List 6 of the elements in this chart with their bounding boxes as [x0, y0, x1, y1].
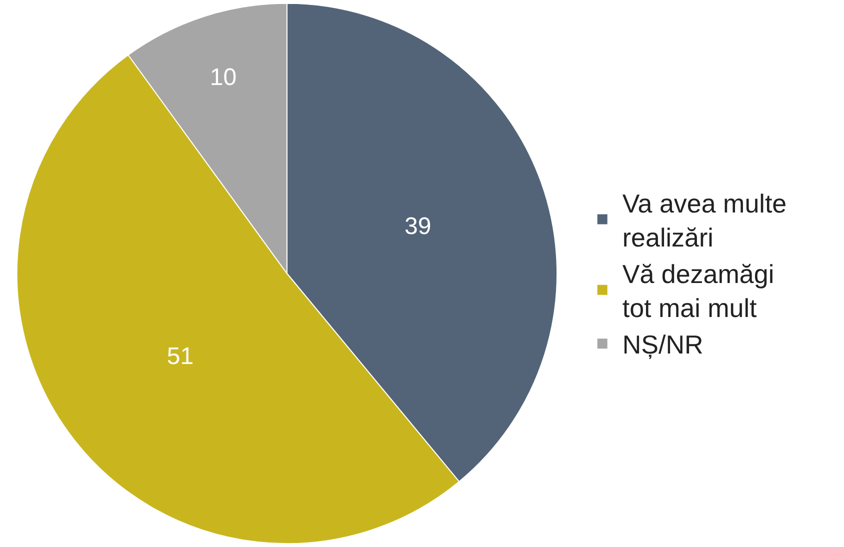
- data-label: 10: [210, 64, 237, 91]
- legend-label: NȘ/NR: [622, 330, 704, 360]
- data-label: 39: [404, 212, 432, 240]
- legend-label: Va avea multe realizări: [622, 188, 787, 252]
- data-label: 51: [166, 342, 194, 370]
- legend-label: Vă dezamăgi tot mai mult: [622, 259, 774, 323]
